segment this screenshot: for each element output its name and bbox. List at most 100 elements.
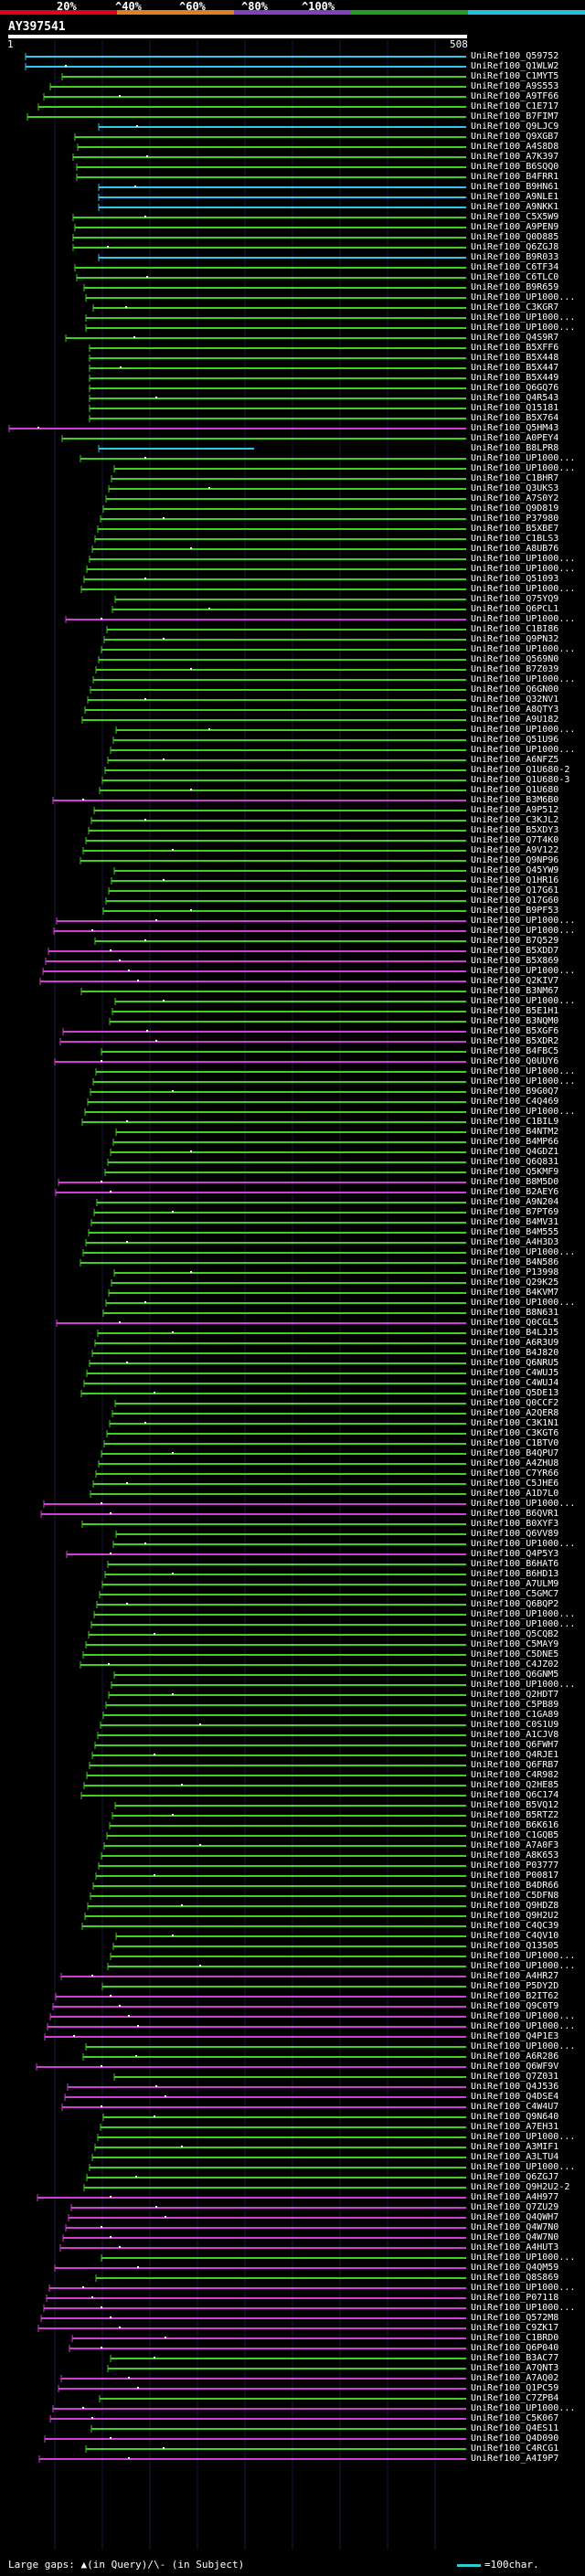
hit-label[interactable]: UniRef100_UP1000... — [471, 2021, 576, 2031]
hit-label[interactable]: UniRef100_C4W4U7 — [471, 2102, 559, 2112]
hit-label[interactable]: UniRef100_B9HN61 — [471, 182, 559, 192]
hit-label[interactable]: UniRef100_B9G0Q7 — [471, 1087, 559, 1097]
hit-label[interactable]: UniRef100_C4JZ02 — [471, 1659, 559, 1670]
hit-label[interactable]: UniRef100_Q15181 — [471, 403, 559, 413]
hit-label[interactable]: UniRef100_Q4R543 — [471, 393, 559, 403]
hit-label[interactable]: UniRef100_Q6PCL1 — [471, 604, 559, 614]
hit-label[interactable]: UniRef100_B8M5D0 — [471, 1177, 559, 1187]
hit-label[interactable]: UniRef100_UP1000... — [471, 1680, 576, 1690]
hit-label[interactable]: UniRef100_A4S8D8 — [471, 142, 559, 152]
hit-label[interactable]: UniRef100_B5VQ12 — [471, 1800, 559, 1810]
hit-label[interactable]: UniRef100_Q3UKS3 — [471, 483, 559, 493]
hit-label[interactable]: UniRef100_Q569N0 — [471, 654, 559, 664]
hit-label[interactable]: UniRef100_Q5KMF9 — [471, 1167, 559, 1177]
hit-label[interactable]: UniRef100_Q1U680-3 — [471, 775, 570, 785]
hit-label[interactable]: UniRef100_B6HD13 — [471, 1569, 559, 1579]
hit-label[interactable]: UniRef100_B7PT69 — [471, 1207, 559, 1217]
hit-label[interactable]: UniRef100_Q9C0T9 — [471, 2001, 559, 2011]
hit-label[interactable]: UniRef100_C5DFN8 — [471, 1891, 559, 1901]
hit-label[interactable]: UniRef100_Q1U680 — [471, 785, 559, 795]
hit-label[interactable]: UniRef100_UP1000... — [471, 292, 576, 302]
hit-label[interactable]: UniRef100_Q7T4K0 — [471, 835, 559, 845]
hit-label[interactable]: UniRef100_UP1000... — [471, 2283, 576, 2293]
hit-label[interactable]: UniRef100_A4ZHU8 — [471, 1458, 559, 1468]
hit-label[interactable]: UniRef100_C1BHR7 — [471, 473, 559, 483]
hit-label[interactable]: UniRef100_P37980 — [471, 514, 559, 524]
hit-label[interactable]: UniRef100_C9ZK17 — [471, 2323, 559, 2333]
hit-label[interactable]: UniRef100_Q1PC59 — [471, 2383, 559, 2393]
hit-label[interactable]: UniRef100_Q6VV89 — [471, 1529, 559, 1539]
hit-label[interactable]: UniRef100_Q9XGB7 — [471, 132, 559, 142]
hit-label[interactable]: UniRef100_C6TF34 — [471, 262, 559, 272]
hit-label[interactable]: UniRef100_B6HAT6 — [471, 1559, 559, 1569]
hit-label[interactable]: UniRef100_UP1000... — [471, 916, 576, 926]
hit-label[interactable]: UniRef100_B4NTM2 — [471, 1127, 559, 1137]
hit-label[interactable]: UniRef100_C4Q469 — [471, 1097, 559, 1107]
hit-label[interactable]: UniRef100_C5K067 — [471, 2413, 559, 2423]
hit-label[interactable]: UniRef100_UP1000... — [471, 1298, 576, 1308]
hit-label[interactable]: UniRef100_A7K397 — [471, 152, 559, 162]
hit-label[interactable]: UniRef100_UP1000... — [471, 644, 576, 654]
hit-label[interactable]: UniRef100_UP1000... — [471, 463, 576, 473]
hit-label[interactable]: UniRef100_A4HUT3 — [471, 2242, 559, 2253]
hit-label[interactable]: UniRef100_B4KVM7 — [471, 1288, 559, 1298]
hit-label[interactable]: UniRef100_UP1000... — [471, 966, 576, 976]
hit-label[interactable]: UniRef100_A4H977 — [471, 2192, 559, 2202]
hit-label[interactable]: UniRef100_A9NLE1 — [471, 192, 559, 202]
hit-label[interactable]: UniRef100_Q0D885 — [471, 232, 559, 242]
hit-label[interactable]: UniRef100_B6K616 — [471, 1820, 559, 1830]
hit-label[interactable]: UniRef100_UP1000... — [471, 745, 576, 755]
hit-label[interactable]: UniRef100_B9R033 — [471, 252, 559, 262]
hit-label[interactable]: UniRef100_A9TF66 — [471, 91, 559, 101]
hit-label[interactable]: UniRef100_B9PF53 — [471, 906, 559, 916]
hit-label[interactable]: UniRef100_A8K653 — [471, 1850, 559, 1860]
hit-label[interactable]: UniRef100_UP1000... — [471, 614, 576, 624]
hit-label[interactable]: UniRef100_B8LPR8 — [471, 443, 559, 453]
hit-label[interactable]: UniRef100_A7EH31 — [471, 2122, 559, 2132]
hit-label[interactable]: UniRef100_UP1000... — [471, 2132, 576, 2142]
hit-label[interactable]: UniRef100_C4WUJ5 — [471, 1368, 559, 1378]
hit-label[interactable]: UniRef100_UP1000... — [471, 453, 576, 463]
hit-label[interactable]: UniRef100_A7ULM9 — [471, 1579, 559, 1589]
hit-label[interactable]: UniRef100_Q5HM43 — [471, 423, 559, 433]
hit-label[interactable]: UniRef100_A9S553 — [471, 81, 559, 91]
hit-label[interactable]: UniRef100_B8N631 — [471, 1308, 559, 1318]
hit-label[interactable]: UniRef100_UP1000... — [471, 1247, 576, 1257]
hit-label[interactable]: UniRef100_Q51U96 — [471, 735, 559, 745]
hit-label[interactable]: UniRef100_C7ZPB4 — [471, 2393, 559, 2403]
hit-label[interactable]: UniRef100_B9R659 — [471, 282, 559, 292]
hit-label[interactable]: UniRef100_Q4GDZ1 — [471, 1147, 559, 1157]
hit-label[interactable]: UniRef100_Q6FRB7 — [471, 1760, 559, 1770]
hit-label[interactable]: UniRef100_Q9NP96 — [471, 855, 559, 865]
hit-label[interactable]: UniRef100_P00817 — [471, 1871, 559, 1881]
hit-label[interactable]: UniRef100_UP1000... — [471, 1961, 576, 1971]
hit-label[interactable]: UniRef100_C4QV10 — [471, 1931, 559, 1941]
hit-label[interactable]: UniRef100_UP1000... — [471, 996, 576, 1006]
hit-label[interactable]: UniRef100_Q6C174 — [471, 1790, 559, 1800]
hit-label[interactable]: UniRef100_C1BTV0 — [471, 1438, 559, 1448]
hit-label[interactable]: UniRef100_C4RCG1 — [471, 2443, 559, 2454]
hit-label[interactable]: UniRef100_A3MIF1 — [471, 2142, 559, 2152]
hit-label[interactable]: UniRef100_Q4QM59 — [471, 2263, 559, 2273]
hit-label[interactable]: UniRef100_A7AQ02 — [471, 2373, 559, 2383]
hit-label[interactable]: UniRef100_A4HR27 — [471, 1971, 559, 1981]
hit-label[interactable]: UniRef100_B5XGF6 — [471, 1026, 559, 1036]
hit-label[interactable]: UniRef100_P07118 — [471, 2293, 559, 2303]
hit-label[interactable]: UniRef100_A8UB76 — [471, 544, 559, 554]
hit-label[interactable]: UniRef100_UP1000... — [471, 2011, 576, 2021]
hit-label[interactable]: UniRef100_A1D7L0 — [471, 1489, 559, 1499]
hit-label[interactable]: UniRef100_Q6NRU5 — [471, 1358, 559, 1368]
hit-label[interactable]: UniRef100_C1GA89 — [471, 1710, 559, 1720]
hit-label[interactable]: UniRef100_Q5CQB2 — [471, 1629, 559, 1639]
hit-label[interactable]: UniRef100_A2QER8 — [471, 1408, 559, 1418]
hit-label[interactable]: UniRef100_P5DY2D — [471, 1981, 559, 1991]
hit-label[interactable]: UniRef100_Q9D819 — [471, 504, 559, 514]
hit-label[interactable]: UniRef100_A8QTY3 — [471, 705, 559, 715]
hit-label[interactable]: UniRef100_B4M555 — [471, 1227, 559, 1237]
hit-label[interactable]: UniRef100_C4WUJ4 — [471, 1378, 559, 1388]
hit-label[interactable]: UniRef100_Q9H2U2-2 — [471, 2182, 570, 2192]
hit-label[interactable]: UniRef100_C5MAY9 — [471, 1639, 559, 1649]
hit-label[interactable]: UniRef100_B5X764 — [471, 413, 559, 423]
hit-label[interactable]: UniRef100_C4R982 — [471, 1770, 559, 1780]
hit-label[interactable]: UniRef100_C3K1N1 — [471, 1418, 559, 1428]
